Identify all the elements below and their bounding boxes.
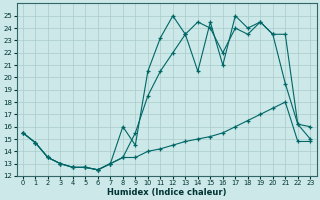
X-axis label: Humidex (Indice chaleur): Humidex (Indice chaleur) [107, 188, 226, 197]
